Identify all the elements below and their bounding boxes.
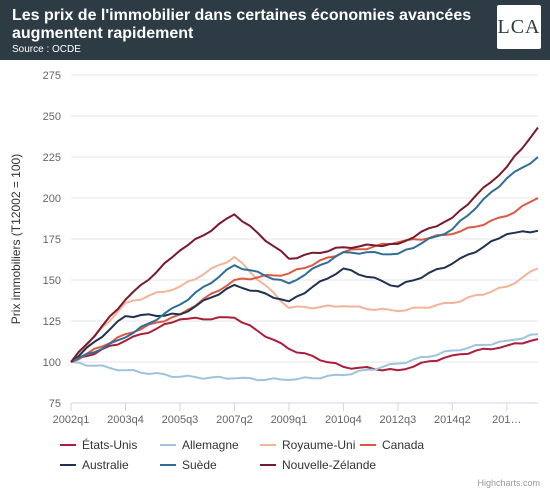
legend-label: Australie	[82, 458, 129, 472]
y-tick-label: 150	[43, 275, 61, 287]
legend-label: Allemagne	[182, 438, 239, 452]
x-tick-label: 2002q1	[53, 414, 90, 426]
series-line-nouvelle-zelande	[70, 126, 539, 363]
legend-swatch	[160, 464, 176, 466]
series-line-allemagne	[70, 333, 539, 382]
legend-swatch	[60, 444, 76, 446]
legend-swatch	[60, 464, 76, 466]
legend-label: Canada	[382, 438, 425, 452]
legend-label: Royaume-Uni	[282, 438, 356, 452]
y-tick-label: 225	[43, 152, 61, 164]
legend-item[interactable]: États-Unis	[60, 438, 150, 452]
x-tick-label: 2010q4	[325, 414, 362, 426]
x-tick-label: 201…	[492, 414, 521, 426]
x-tick-label: 2005q3	[162, 414, 199, 426]
x-tick-label: 2009q1	[271, 414, 308, 426]
series-line-etats-unis	[70, 316, 539, 372]
x-tick-label: 2012q3	[380, 414, 417, 426]
chart-legend: États-Unis Allemagne Royaume-Uni Canada Aust…	[60, 438, 540, 472]
legend-item[interactable]: Canada	[360, 438, 450, 452]
legend-swatch	[260, 464, 276, 466]
y-axis-title: Prix immobiliers (T12002 = 100)	[9, 154, 23, 324]
y-tick-label: 250	[43, 111, 61, 123]
legend-label: Nouvelle-Zélande	[282, 458, 377, 472]
legend-item[interactable]: Royaume-Uni	[260, 438, 355, 452]
legend-swatch	[260, 444, 276, 446]
legend-item[interactable]: Nouvelle-Zélande	[260, 458, 380, 472]
y-tick-label: 175	[43, 234, 61, 246]
highcharts-credits[interactable]: Highcharts.com	[477, 478, 540, 488]
legend-label: Suède	[182, 458, 217, 472]
chart-title: Les prix de l'immobilier dans certaines …	[12, 7, 472, 42]
y-tick-label: 100	[43, 357, 61, 369]
lca-logo-text: LCA	[497, 15, 541, 38]
series-line-royaume-uni	[70, 256, 539, 363]
chart-source: Source : OCDE	[12, 44, 81, 55]
y-tick-label: 125	[43, 316, 61, 328]
series-line-canada	[70, 197, 539, 363]
x-tick-label: 2003q4	[107, 414, 144, 426]
legend-item[interactable]: Allemagne	[160, 438, 250, 452]
x-tick-label: 2014q2	[434, 414, 471, 426]
legend-swatch	[360, 444, 376, 446]
series-line-suede	[70, 156, 539, 363]
y-tick-label: 75	[49, 398, 61, 410]
lca-logo: LCA	[497, 5, 541, 49]
legend-swatch	[160, 444, 176, 446]
y-tick-label: 200	[43, 193, 61, 205]
y-tick-label: 275	[43, 70, 61, 82]
series-line-australie	[70, 229, 539, 363]
header-bar: Les prix de l'immobilier dans certaines …	[0, 0, 550, 60]
legend-item[interactable]: Australie	[60, 458, 150, 472]
line-chart: 75 100 125 150 175 200 225 250 275 Prix immobilie…	[9, 70, 539, 426]
legend-item[interactable]: Suède	[160, 458, 250, 472]
legend-label: États-Unis	[82, 438, 138, 452]
x-tick-label: 2007q2	[216, 414, 253, 426]
